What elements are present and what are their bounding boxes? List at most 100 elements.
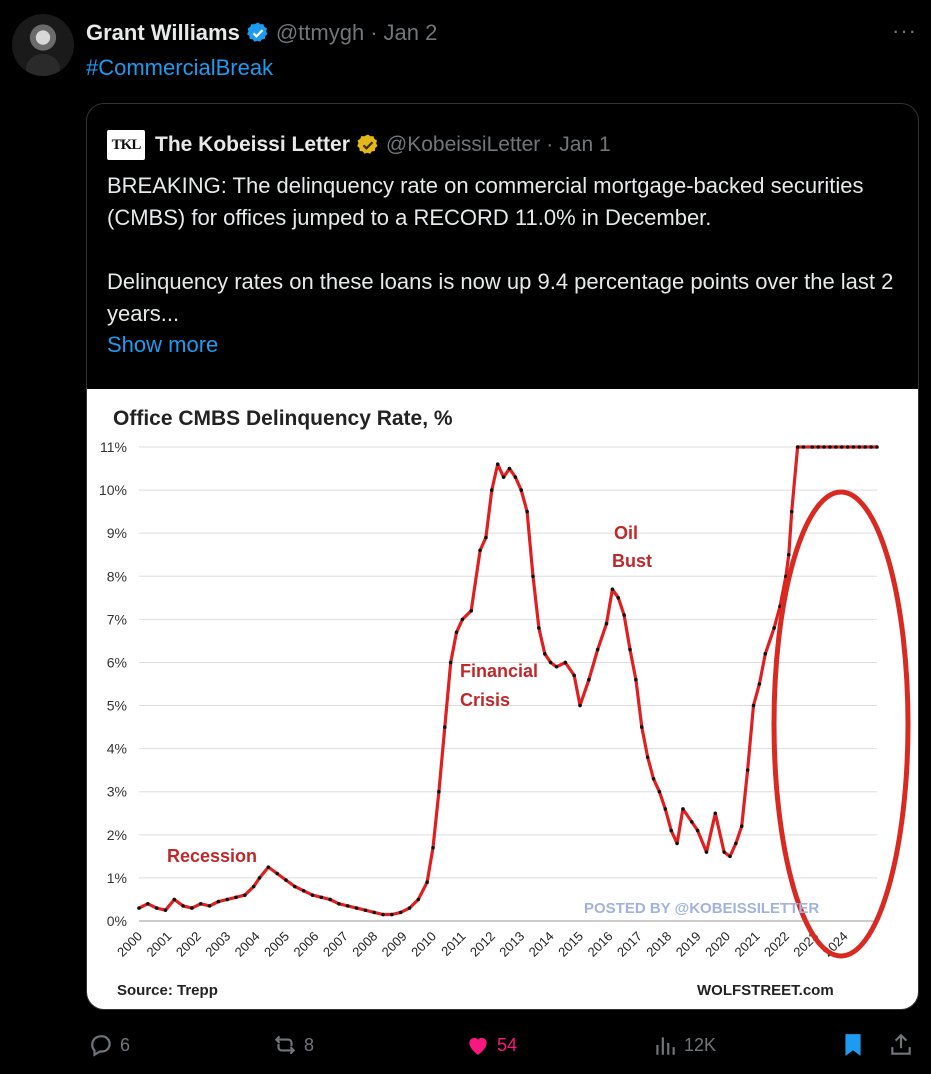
data-point [587, 677, 591, 682]
repost-count: 8 [304, 1034, 315, 1055]
heart-icon [469, 1037, 487, 1055]
data-point [495, 462, 500, 467]
x-tick-label: 2002 [173, 929, 204, 960]
x-tick-label: 2010 [408, 929, 439, 960]
x-tick-label: 2009 [379, 929, 410, 960]
data-point [275, 871, 279, 876]
annotation-oil: Oil [614, 523, 638, 543]
data-point [869, 445, 873, 449]
data-point [513, 475, 518, 479]
x-tick-label: 2014 [526, 929, 557, 960]
y-tick-label: 8% [107, 568, 127, 584]
data-point [786, 552, 791, 557]
data-point [372, 910, 377, 915]
chart-gridlines [139, 446, 877, 922]
views-button[interactable]: 12K [652, 1032, 716, 1058]
quote-text: BREAKING: The delinquency rate on commer… [107, 170, 907, 330]
chart-source: Source: Trepp [117, 982, 218, 999]
data-point [763, 652, 768, 656]
data-point [757, 682, 762, 686]
share-button[interactable] [888, 1032, 914, 1058]
reply-button[interactable]: 6 [88, 1032, 130, 1058]
data-point [537, 626, 541, 630]
data-point [448, 660, 453, 665]
chart-image[interactable]: Office CMBS Delinquency Rate, % 0% 1% 2% 3%… [87, 389, 918, 1009]
author-name[interactable]: Grant Williams [86, 20, 240, 45]
data-point [284, 878, 288, 882]
data-point [772, 626, 776, 630]
tweet-date[interactable]: Jan 2 [383, 20, 438, 45]
repost-button[interactable]: 8 [272, 1032, 314, 1058]
x-tick-label: 2017 [614, 929, 645, 960]
more-options-icon[interactable]: ··· [892, 18, 917, 43]
quote-author-handle[interactable]: @KobeissiLetter [385, 133, 541, 156]
y-tick-label: 1% [107, 870, 127, 886]
views-chart-icon [656, 1037, 675, 1055]
x-tick-label: 2004 [232, 929, 263, 960]
bookmark-icon [845, 1034, 861, 1056]
data-point [301, 889, 306, 893]
avatar[interactable] [12, 14, 74, 76]
share-icon [891, 1033, 911, 1055]
data-point [257, 876, 262, 880]
highlight-ellipse [771, 489, 911, 959]
repost-icon [274, 1035, 296, 1055]
quote-avatar-logo[interactable]: TKL [107, 130, 145, 160]
quoted-tweet[interactable]: TKL The Kobeissi Letter @KobeissiLetter … [86, 103, 919, 1010]
data-point [739, 824, 744, 828]
y-tick-label: 2% [107, 827, 127, 843]
like-count: 54 [497, 1034, 518, 1055]
y-tick-label: 7% [107, 611, 127, 627]
quote-author-name[interactable]: The Kobeissi Letter [155, 133, 350, 156]
data-point [595, 647, 600, 652]
y-tick-label: 10% [99, 482, 127, 498]
data-point [604, 621, 609, 626]
data-point [525, 509, 529, 514]
author-handle[interactable]: @ttmygh [275, 20, 365, 45]
data-point [251, 884, 256, 889]
show-more-link[interactable]: Show more [107, 332, 219, 357]
data-point [460, 617, 465, 622]
like-button[interactable]: 54 [465, 1032, 517, 1058]
data-point [181, 904, 185, 908]
x-tick-label: 2013 [496, 929, 527, 960]
bookmark-button[interactable] [840, 1032, 866, 1058]
data-point [704, 850, 709, 854]
quote-date[interactable]: Jan 1 [559, 133, 611, 156]
y-tick-label: 0% [107, 913, 127, 929]
y-tick-label: 9% [107, 525, 127, 541]
chart-x-ticks: 2000200120022003200420052006200720082009… [114, 929, 851, 960]
views-count: 12K [684, 1034, 717, 1055]
data-point [390, 912, 394, 917]
y-tick-label: 4% [107, 741, 127, 757]
gold-verified-badge-icon [356, 134, 378, 154]
data-point [822, 445, 826, 449]
series-points [137, 445, 879, 917]
quote-text-paragraph-2: Delinquency rates on these loans is now … [107, 269, 894, 326]
data-point [616, 596, 621, 600]
data-point [431, 845, 435, 850]
hashtag-link[interactable]: #CommercialBreak [86, 55, 274, 80]
x-tick-label: 2015 [555, 929, 586, 960]
data-point [478, 548, 482, 553]
x-tick-label: 2018 [643, 929, 674, 960]
chart-svg: Office CMBS Delinquency Rate, % 0% 1% 2% 3%… [99, 407, 911, 999]
data-point [490, 488, 494, 492]
data-point [501, 475, 506, 479]
data-point [645, 755, 650, 760]
data-point [337, 901, 341, 906]
data-point [663, 807, 668, 811]
data-point [669, 828, 673, 833]
data-point [675, 841, 679, 846]
quote-separator: · [546, 133, 554, 156]
x-tick-label: 2021 [732, 929, 763, 960]
data-point [689, 820, 694, 824]
reply-icon [91, 1035, 111, 1057]
x-tick-label: 2006 [290, 929, 321, 960]
data-point [398, 910, 403, 915]
y-tick-label: 5% [107, 698, 127, 714]
data-point [345, 904, 350, 908]
tweet-header: Grant Williams @ttmygh · Jan 2 [86, 18, 437, 48]
y-tick-label: 6% [107, 654, 127, 670]
x-tick-label: 2020 [702, 929, 733, 960]
